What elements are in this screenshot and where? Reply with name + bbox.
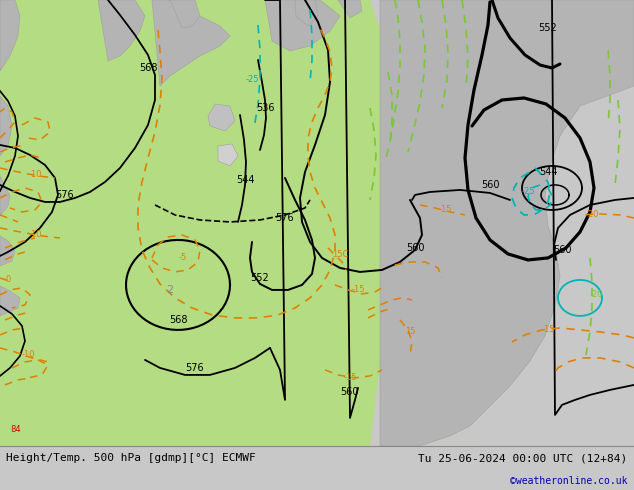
Polygon shape [168,0,200,28]
Text: -25: -25 [245,75,259,84]
Text: -20: -20 [589,291,603,299]
Text: 552: 552 [250,273,269,283]
Polygon shape [295,0,318,26]
Polygon shape [0,176,10,216]
Text: 84: 84 [10,425,21,434]
Polygon shape [218,144,238,166]
Text: -15: -15 [351,286,365,294]
Text: 576: 576 [186,363,204,373]
Text: 15C: 15C [332,250,348,259]
Text: -10: -10 [22,350,35,360]
Text: 568: 568 [169,315,187,325]
Text: -15: -15 [343,373,357,382]
Text: 0: 0 [5,275,11,284]
Text: 544: 544 [539,167,557,177]
Polygon shape [338,0,362,18]
Text: 544: 544 [236,175,254,185]
Text: 576: 576 [56,190,74,200]
Text: Tu 25-06-2024 00:00 UTC (12+84): Tu 25-06-2024 00:00 UTC (12+84) [418,453,628,463]
Text: ©weatheronline.co.uk: ©weatheronline.co.uk [510,476,628,486]
Text: 560: 560 [481,180,499,190]
Text: Height/Temp. 500 hPa [gdmp][°C] ECMWF: Height/Temp. 500 hPa [gdmp][°C] ECMWF [6,453,256,463]
Text: 15: 15 [404,327,415,337]
Text: -15: -15 [541,325,555,335]
Polygon shape [0,0,20,71]
Polygon shape [370,0,634,446]
Polygon shape [152,0,230,86]
Text: 536: 536 [256,103,275,113]
Text: -5: -5 [179,253,187,263]
Polygon shape [340,0,634,446]
Polygon shape [265,0,340,51]
Text: 560: 560 [553,245,571,255]
Text: -25: -25 [521,188,534,196]
Polygon shape [208,104,235,131]
Text: 560: 560 [340,387,358,397]
Text: 560: 560 [406,243,424,253]
Text: -15: -15 [438,205,452,215]
Polygon shape [380,0,634,446]
Text: -10: -10 [29,171,42,179]
Text: 568: 568 [139,63,157,73]
Polygon shape [0,286,20,316]
Text: 2: 2 [167,285,174,295]
Text: 576: 576 [276,213,294,223]
Text: -10: -10 [29,230,42,240]
Text: -20: -20 [585,210,598,220]
Text: 552: 552 [539,23,557,33]
Polygon shape [98,0,145,61]
Polygon shape [0,96,12,156]
Polygon shape [0,236,15,266]
